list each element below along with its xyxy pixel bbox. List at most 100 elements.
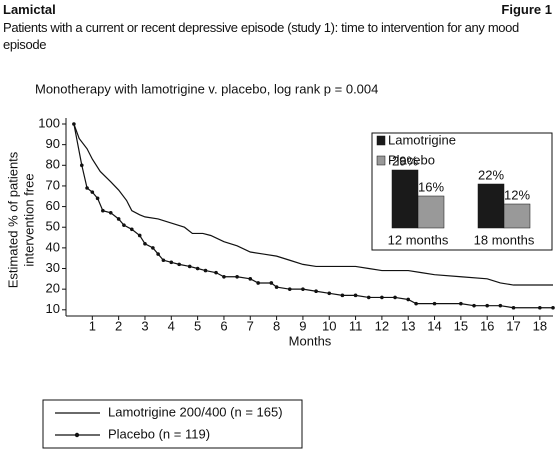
x-tick-label: 12 xyxy=(375,319,389,334)
legend-label: Lamotrigine xyxy=(388,132,456,147)
marker xyxy=(511,305,516,310)
x-tick-label: 6 xyxy=(220,319,227,334)
marker xyxy=(235,274,239,279)
marker xyxy=(187,264,192,269)
x-tick-label: 18 xyxy=(533,319,547,334)
marker xyxy=(203,268,208,273)
marker xyxy=(551,305,555,310)
brand: Lamictal xyxy=(3,2,56,17)
marker xyxy=(287,287,292,291)
x-axis-label: Months xyxy=(289,333,332,348)
marker xyxy=(393,295,397,300)
marker xyxy=(122,223,126,227)
marker xyxy=(222,274,226,279)
marker xyxy=(116,217,121,221)
x-tick-label: 16 xyxy=(480,319,494,334)
x-tick-label: 4 xyxy=(168,319,175,334)
line xyxy=(73,123,553,286)
legend-frame xyxy=(42,399,303,449)
y-tick-label: 40 xyxy=(46,239,60,254)
x-tick-label: 10 xyxy=(322,319,336,334)
y-axis-label: intervention free xyxy=(21,173,36,266)
legend-label: Placebo (n = 119) xyxy=(108,426,210,441)
x-tick-label: 1 xyxy=(89,319,96,334)
figure-label: Figure 1 xyxy=(501,2,552,17)
y-tick-label: 60 xyxy=(46,198,60,213)
marker xyxy=(101,208,105,213)
chart-title: Monotherapy with lamotrigine v. placebo,… xyxy=(35,81,378,96)
marker xyxy=(161,258,166,263)
marker xyxy=(130,227,134,232)
marker xyxy=(380,295,384,300)
x-tick-label: 15 xyxy=(454,319,468,334)
legend-swatch xyxy=(376,155,386,166)
x-tick-label: 18 months xyxy=(474,232,535,247)
x-tick-label: 17 xyxy=(506,319,520,334)
marker xyxy=(137,233,142,238)
bar xyxy=(417,195,445,229)
y-tick-label: 100 xyxy=(38,115,60,130)
legend-label: Lamotrigine 200/400 (n = 165) xyxy=(108,404,283,419)
marker xyxy=(156,252,160,256)
x-tick-label: 3 xyxy=(141,319,148,334)
marker xyxy=(256,281,260,285)
marker xyxy=(472,303,476,308)
marker xyxy=(79,163,84,168)
x-tick-label: 2 xyxy=(115,319,122,334)
legend-swatch xyxy=(376,135,386,146)
value-label: 22% xyxy=(478,167,504,182)
legend-marker xyxy=(74,432,80,438)
marker xyxy=(151,246,155,250)
marker xyxy=(274,285,279,289)
bar xyxy=(503,203,531,229)
y-tick-label: 20 xyxy=(46,281,60,296)
marker xyxy=(85,186,89,190)
marker xyxy=(301,287,305,291)
y-tick-label: 80 xyxy=(46,157,60,172)
marker xyxy=(72,122,76,126)
x-tick-label: 13 xyxy=(401,319,415,334)
y-axis-label: Estimated % of patients xyxy=(5,151,20,288)
marker xyxy=(366,295,371,300)
marker xyxy=(414,301,418,306)
x-tick-label: 7 xyxy=(247,319,254,334)
marker xyxy=(353,293,358,298)
marker xyxy=(327,291,332,296)
marker xyxy=(169,260,174,265)
y-tick-label: 90 xyxy=(46,136,60,151)
x-tick-label: 11 xyxy=(349,319,363,334)
x-tick-label: 12 months xyxy=(388,232,449,247)
x-tick-label: 14 xyxy=(427,319,441,334)
marker xyxy=(485,303,489,308)
value-label: 12% xyxy=(504,187,530,202)
marker xyxy=(538,305,542,310)
x-tick-label: 9 xyxy=(299,319,306,334)
marker xyxy=(498,303,503,308)
marker xyxy=(108,210,113,215)
marker xyxy=(248,277,253,281)
bar xyxy=(477,183,505,229)
marker xyxy=(269,281,274,285)
marker xyxy=(459,301,463,306)
x-tick-label: 5 xyxy=(194,319,201,334)
marker xyxy=(95,196,100,201)
subtitle: Patients with a current or recent depres… xyxy=(3,20,519,52)
marker xyxy=(432,301,437,306)
legend-label: Placebo xyxy=(388,152,435,167)
marker xyxy=(406,297,411,302)
bar xyxy=(391,169,419,229)
marker xyxy=(314,289,318,294)
y-tick-label: 10 xyxy=(46,301,60,316)
marker xyxy=(90,190,95,194)
marker xyxy=(214,270,218,275)
y-tick-label: 50 xyxy=(46,219,60,234)
line xyxy=(73,123,553,309)
value-label: 16% xyxy=(418,179,444,194)
y-tick-label: 30 xyxy=(46,260,60,275)
y-tick-label: 70 xyxy=(46,177,60,192)
value-label: 29% xyxy=(392,153,418,168)
marker xyxy=(340,293,345,298)
marker xyxy=(195,266,200,271)
